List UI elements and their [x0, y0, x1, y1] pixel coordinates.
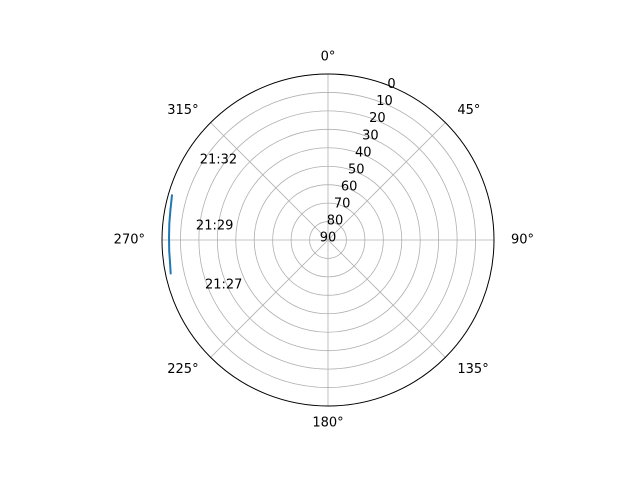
- time-annotation: 21:29: [196, 219, 233, 234]
- series-line: [168, 194, 173, 275]
- angle-grid-line: [210, 122, 329, 241]
- angle-tick-label: 135°: [457, 362, 488, 377]
- radial-tick-label: 0: [387, 77, 395, 92]
- polar-frame: [161, 73, 495, 407]
- angle-tick-label: 225°: [167, 362, 198, 377]
- radial-tick-label: 70: [334, 196, 351, 211]
- angle-tick-label: 90°: [511, 233, 534, 248]
- angle-grid-line: [327, 239, 446, 358]
- radial-tick-label: 90: [320, 231, 337, 246]
- angle-tick-label: 0°: [321, 50, 336, 65]
- radial-tick-label: 10: [376, 94, 393, 109]
- angle-grid-line: [327, 122, 446, 241]
- angle-tick-label: 270°: [114, 233, 145, 248]
- radial-tick-label: 20: [369, 111, 386, 126]
- radial-tick-label: 40: [355, 145, 372, 160]
- angle-tick-label: 315°: [167, 103, 198, 118]
- radial-tick-label: 60: [341, 179, 358, 194]
- radial-tick-label: 50: [348, 162, 365, 177]
- radial-tick-label: 30: [362, 128, 379, 143]
- radial-tick-label: 80: [327, 213, 344, 228]
- time-annotation: 21:32: [200, 152, 237, 167]
- time-annotation: 21:27: [205, 277, 242, 292]
- angle-tick-label: 45°: [457, 103, 480, 118]
- angle-tick-label: 180°: [312, 416, 343, 431]
- angle-grid-line: [210, 239, 329, 358]
